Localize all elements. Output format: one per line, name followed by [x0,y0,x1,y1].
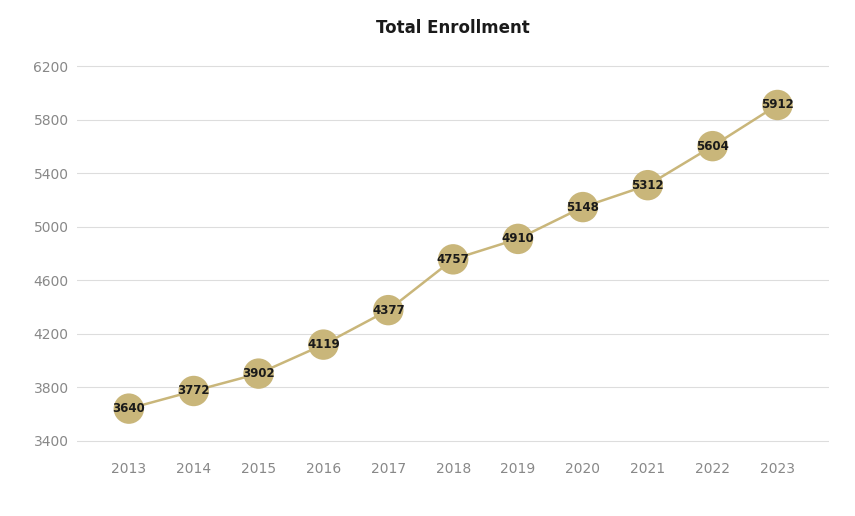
Text: 3640: 3640 [113,402,145,415]
Point [381,306,395,314]
Point [511,235,525,243]
Point [251,369,265,378]
Point [770,101,784,109]
Point [705,142,719,150]
Text: 4119: 4119 [307,338,339,351]
Text: 4910: 4910 [502,232,534,246]
Text: 5604: 5604 [696,140,729,153]
Point [122,405,136,413]
Text: 5312: 5312 [632,179,664,191]
Point [316,341,330,349]
Text: 3772: 3772 [178,384,210,397]
Point [641,181,655,189]
Point [187,387,201,395]
Text: 4377: 4377 [372,303,404,317]
Point [576,203,590,211]
Text: 5912: 5912 [761,99,793,111]
Title: Total Enrollment: Total Enrollment [376,19,530,37]
Text: 5148: 5148 [566,201,599,214]
Text: 3902: 3902 [242,367,274,380]
Point [446,255,460,264]
Text: 4757: 4757 [437,253,469,266]
